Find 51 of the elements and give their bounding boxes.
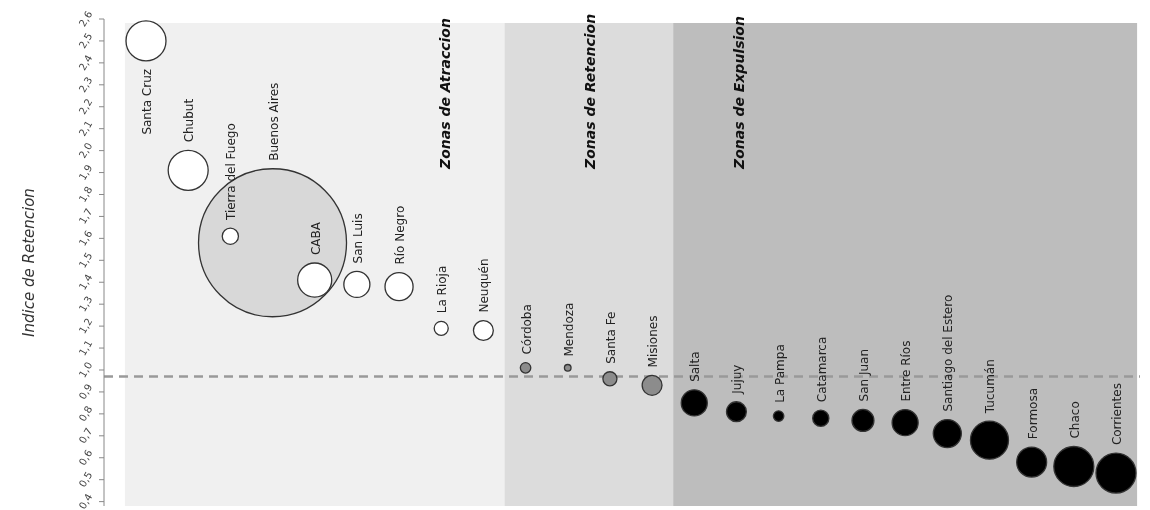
- x-tick-label: Jujuy: [730, 364, 745, 395]
- x-tick-label: Santiago del Estero: [941, 294, 956, 412]
- x-tick-label: Misiones: [646, 315, 661, 368]
- band-label: Zonas de Atraccion: [437, 18, 454, 170]
- band-label: Zonas de Retencion: [581, 13, 598, 170]
- y-tick-label: 0,6: [76, 447, 95, 468]
- y-tick-label: 0,9: [76, 382, 95, 402]
- x-tick-label: Chaco: [1067, 401, 1082, 439]
- y-tick-label: 1,1: [76, 338, 95, 358]
- y-tick-label: 1,6: [76, 228, 95, 248]
- x-tick-label: Santa Cruz: [140, 68, 154, 135]
- y-tick-label: 2,5: [76, 31, 95, 51]
- y-tick-label: 1,4: [76, 272, 95, 292]
- x-tick-label: La Pampa: [772, 344, 787, 403]
- y-tick-label: 2,3: [76, 74, 95, 95]
- x-tick-label: La Rioja: [435, 265, 450, 314]
- y-tick-label: 0,8: [76, 403, 95, 424]
- y-tick-label: 1,3: [76, 294, 95, 314]
- x-tick-label: Córdoba: [519, 304, 534, 355]
- x-tick-label: Santa Fe: [603, 311, 618, 364]
- y-tick-label: 1,9: [76, 162, 95, 182]
- x-tick-label: Mendoza: [561, 302, 576, 357]
- x-tick-label: CABA: [308, 221, 323, 256]
- x-tick-label: San Juan: [856, 348, 871, 402]
- x-tick-label: Río Negro: [393, 205, 408, 265]
- y-tick-label: 2,2: [76, 96, 95, 117]
- y-tick-label: 0,7: [76, 425, 95, 446]
- y-tick-label: 0,4: [76, 491, 95, 510]
- y-tick-label: 2,1: [76, 118, 95, 139]
- x-tick-label: Tucumán: [983, 359, 998, 415]
- x-tick-label: Neuquén: [477, 258, 492, 313]
- y-tick-label: 1,7: [76, 206, 95, 226]
- y-tick-label: 1,2: [76, 316, 95, 336]
- band-label: Zonas de Expulsion: [731, 16, 748, 170]
- y-tick-label: 2,6: [76, 9, 95, 29]
- y-tick-label: 0,5: [76, 469, 95, 490]
- y-tick-label: 1,0: [76, 360, 95, 380]
- y-tick-label: 1,5: [76, 250, 95, 270]
- x-tick-label: Entre Ríos: [899, 340, 914, 402]
- x-tick-label: Tierra del Fuego: [224, 123, 239, 222]
- y-tick-label: 2,4: [76, 52, 95, 73]
- y-tick-label: 1,8: [76, 184, 95, 204]
- x-tick-label: San Luis: [350, 213, 365, 264]
- x-tick-label: Chubut: [182, 98, 197, 143]
- x-tick-label: Buenos Aires: [266, 82, 281, 161]
- x-tick-label: Salta: [688, 351, 703, 382]
- x-tick-label: Corrientes: [1110, 383, 1124, 446]
- y-axis-title: Indice de Retencion: [20, 188, 38, 337]
- x-tick-label: Formosa: [1025, 387, 1040, 440]
- y-tick-label: 2,0: [76, 140, 95, 161]
- x-tick-label: Catamarca: [814, 336, 829, 403]
